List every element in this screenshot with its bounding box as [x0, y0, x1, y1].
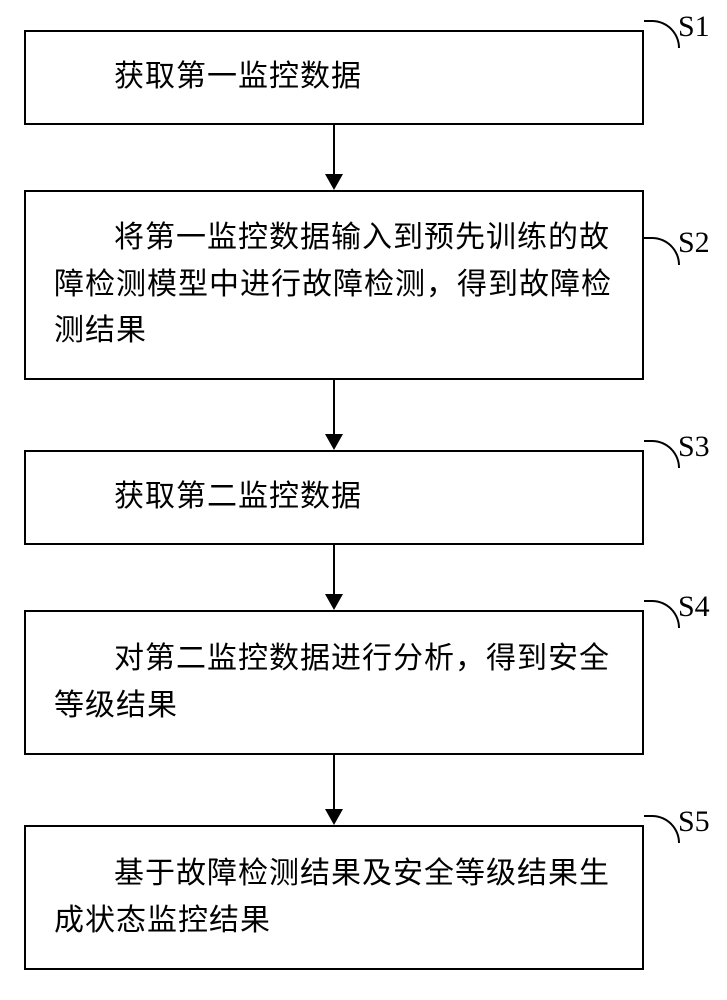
node-text: 获取第一监控数据 — [54, 54, 362, 101]
arrow-head — [325, 809, 343, 825]
arrow-head — [325, 434, 343, 450]
arrow-s4-s5 — [333, 755, 335, 809]
arrow-s1-s2 — [333, 125, 335, 174]
callout-s1 — [644, 20, 680, 48]
step-label-s4: S4 — [678, 590, 710, 624]
arrow-head — [325, 594, 343, 610]
callout-s5 — [644, 815, 680, 843]
flow-node-s3: 获取第二监控数据 — [24, 450, 644, 545]
flowchart-canvas: 获取第一监控数据 S1 将第一监控数据输入到预先训练的故障检测模型中进行故障检测… — [0, 0, 727, 1000]
flow-node-s1: 获取第一监控数据 — [24, 30, 644, 125]
callout-s4 — [644, 600, 680, 628]
arrow-s2-s3 — [333, 380, 335, 434]
callout-s2 — [644, 237, 680, 265]
flow-node-s5: 基于故障检测结果及安全等级结果生成状态监控结果 — [24, 825, 644, 970]
step-label-s3: S3 — [678, 430, 710, 464]
flow-node-s4: 对第二监控数据进行分析，得到安全等级结果 — [24, 610, 644, 755]
callout-s3 — [644, 440, 680, 468]
arrow-head — [325, 174, 343, 190]
step-label-s1: S1 — [678, 10, 710, 44]
node-text: 获取第二监控数据 — [54, 474, 362, 521]
flow-node-s2: 将第一监控数据输入到预先训练的故障检测模型中进行故障检测，得到故障检测结果 — [24, 190, 644, 380]
node-text: 基于故障检测结果及安全等级结果生成状态监控结果 — [54, 851, 614, 944]
node-text: 对第二监控数据进行分析，得到安全等级结果 — [54, 636, 614, 729]
arrow-s3-s4 — [333, 545, 335, 594]
node-text: 将第一监控数据输入到预先训练的故障检测模型中进行故障检测，得到故障检测结果 — [54, 215, 614, 355]
step-label-s5: S5 — [678, 805, 710, 839]
step-label-s2: S2 — [678, 226, 710, 260]
